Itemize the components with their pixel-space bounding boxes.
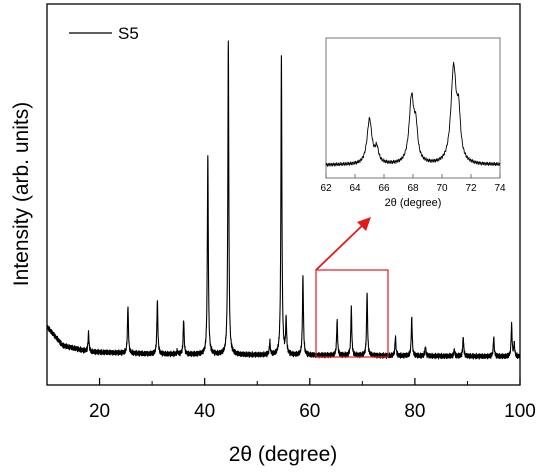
callout-arrowhead <box>357 217 371 231</box>
x-tick-label: 100 <box>504 401 536 422</box>
inset-series-line <box>325 61 501 167</box>
x-tick-label: 40 <box>194 401 215 422</box>
highlight-box <box>315 269 389 358</box>
legend: S5 <box>69 24 139 43</box>
x-tick-label: 20 <box>89 401 110 422</box>
x-axis-title: 2θ (degree) <box>229 443 338 466</box>
inset-x-tick-label: 68 <box>407 183 419 194</box>
plot-frame <box>46 3 521 386</box>
y-axis-title: Intensity (arb. units) <box>10 102 33 286</box>
legend-label: S5 <box>118 24 139 43</box>
inset-x-tick-label: 74 <box>494 183 506 194</box>
series-line-s5 <box>46 40 521 360</box>
x-tick-label: 60 <box>299 401 320 422</box>
x-axis-ticks <box>46 378 521 385</box>
inset-x-tick-label: 62 <box>320 183 332 194</box>
callout-arrow <box>315 220 368 271</box>
inset-chart: 62 64 66 68 70 72 74 2θ (degree) <box>320 37 506 209</box>
inset-x-tick-label: 70 <box>436 183 448 194</box>
x-axis-tick-labels: 20 40 60 80 100 <box>89 401 536 422</box>
inset-x-tick-label: 64 <box>349 183 361 194</box>
inset-x-tick-label: 72 <box>465 183 477 194</box>
x-tick-label: 80 <box>404 401 425 422</box>
inset-x-axis-title: 2θ (degree) <box>385 197 442 209</box>
inset-x-tick-label: 66 <box>378 183 390 194</box>
inset-x-axis-tick-labels: 62 64 66 68 70 72 74 <box>320 183 506 194</box>
inset-x-axis-ticks <box>325 174 501 178</box>
inset-frame <box>325 37 501 179</box>
